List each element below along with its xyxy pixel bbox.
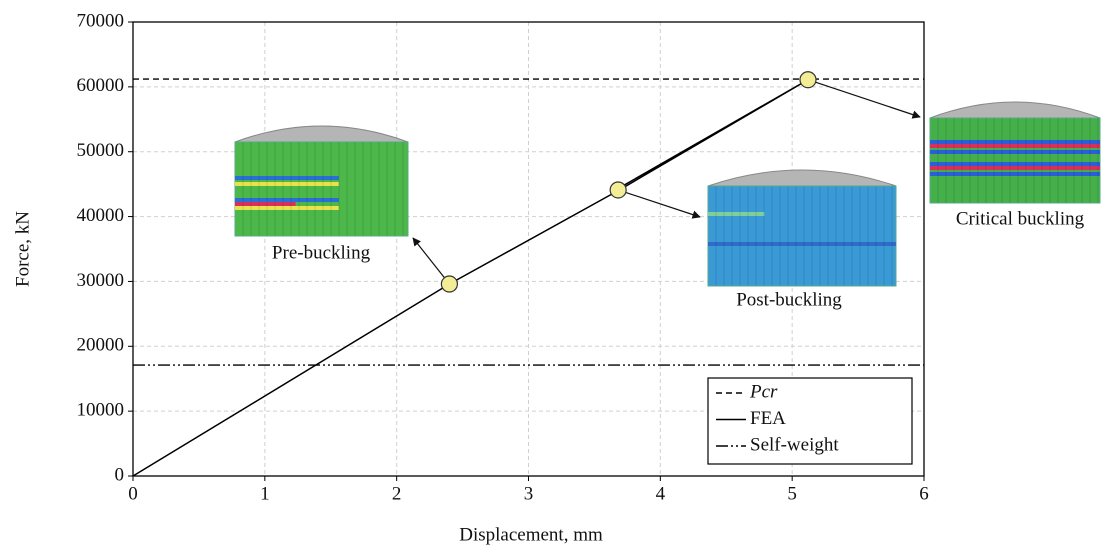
inset-stripe	[235, 202, 296, 206]
x-tick-label: 4	[656, 483, 666, 504]
chart: Displacement, mm Force, kN 0 1 2 3 4 5 6 0 10000…	[0, 0, 1103, 550]
annotation-arrow	[808, 80, 920, 117]
inset-image	[235, 126, 408, 236]
y-tick-label: 20000	[77, 335, 125, 356]
inset-dome	[708, 170, 896, 186]
annotation-marker	[610, 182, 626, 198]
annotation-arrow	[618, 190, 700, 217]
x-tick-label: 0	[128, 483, 138, 504]
y-tick-label: 40000	[77, 205, 125, 226]
y-tick-label: 60000	[77, 75, 125, 96]
y-tick-label: 0	[115, 464, 125, 485]
inset-body	[235, 142, 408, 236]
inset-dome	[235, 126, 408, 142]
legend-label: Self-weight	[750, 434, 839, 455]
y-tick-label: 50000	[77, 140, 125, 161]
data-line	[133, 80, 808, 476]
y-tick-label: 10000	[77, 400, 125, 421]
annotation-marker	[800, 72, 816, 88]
y-tick-label: 70000	[77, 10, 125, 31]
x-tick-label: 6	[919, 483, 929, 504]
inset-image	[708, 170, 896, 286]
x-tick-label: 1	[260, 483, 270, 504]
y-tick-label: 30000	[77, 270, 125, 291]
x-tick-label: 2	[392, 483, 402, 504]
x-tick-label: 5	[787, 483, 797, 504]
inset-dome	[930, 102, 1100, 118]
annotation-arrow	[413, 238, 449, 284]
legend-label: FEA	[750, 408, 786, 429]
inset-image	[930, 102, 1100, 203]
annotation-label: Critical buckling	[956, 208, 1085, 229]
x-tick-label: 3	[524, 483, 534, 504]
annotation-marker	[441, 276, 457, 292]
legend-label: Pcr	[749, 381, 778, 402]
annotation-label: Post-buckling	[736, 289, 842, 310]
y-axis-title: Force, kN	[12, 211, 33, 287]
annotation-label: Pre-buckling	[272, 242, 371, 263]
x-axis-title: Displacement, mm	[459, 524, 603, 545]
